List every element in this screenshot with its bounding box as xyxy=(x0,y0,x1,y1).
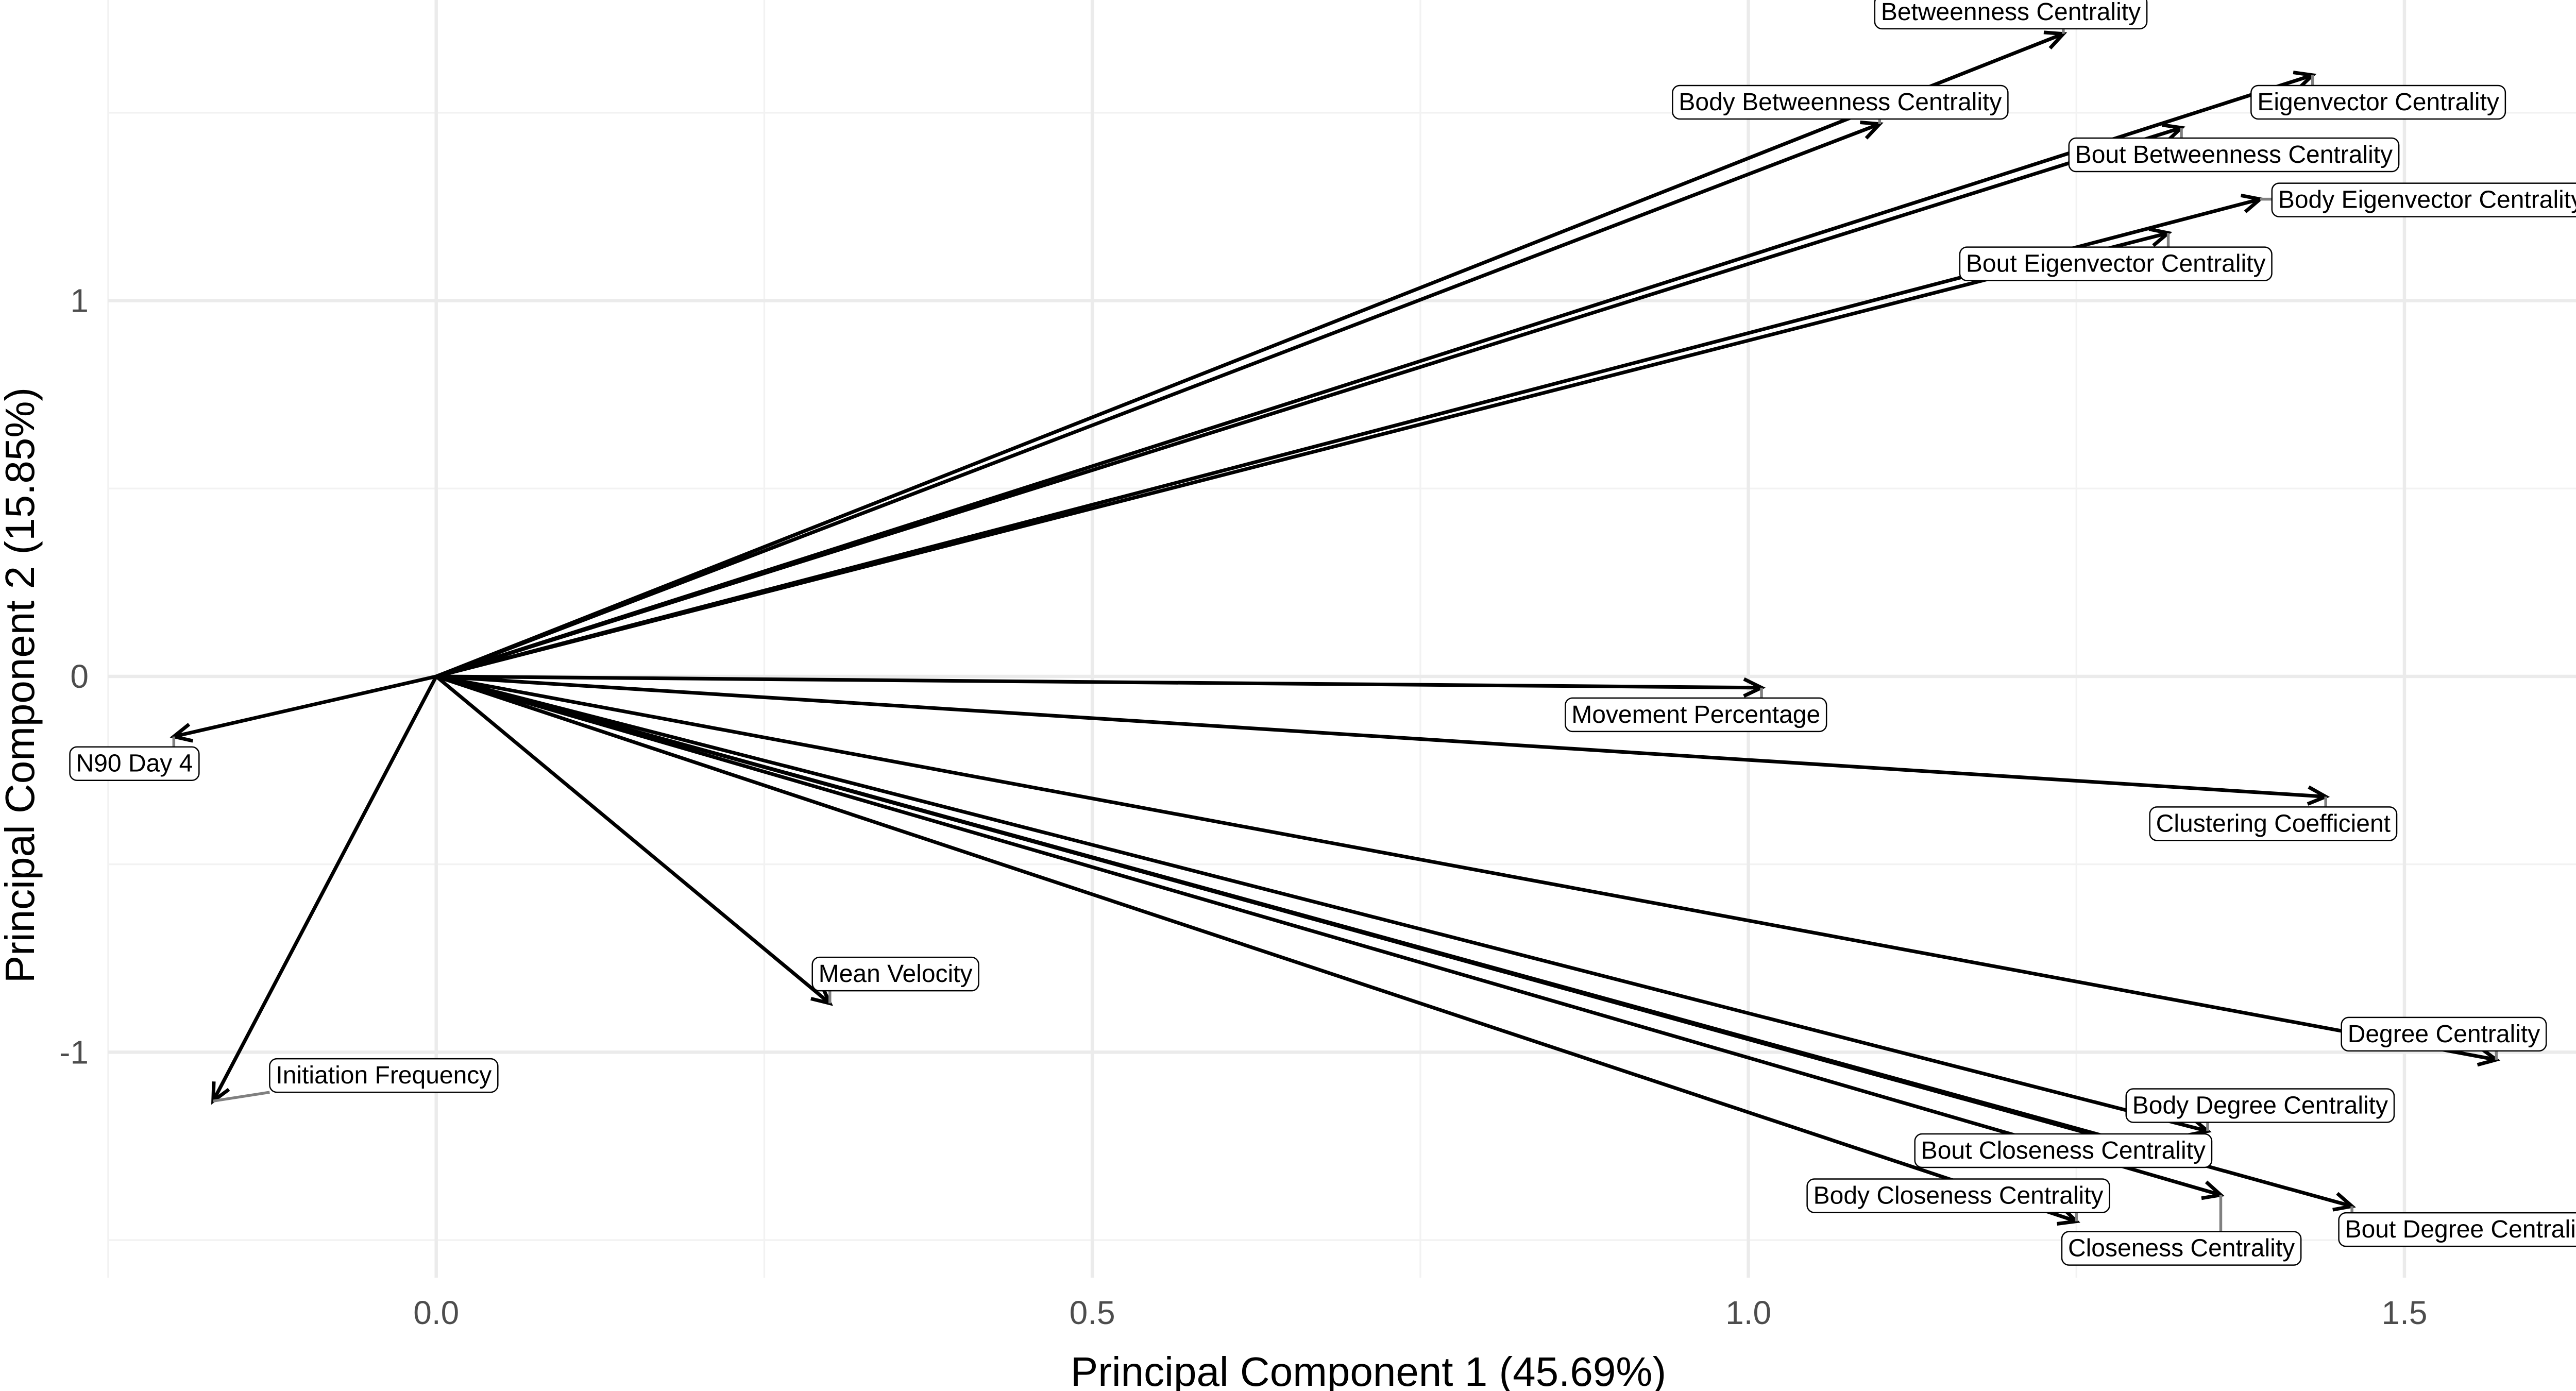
vector-bout-eigenvector-centrality xyxy=(435,231,2169,678)
label-box-n90-day-4 xyxy=(69,746,200,781)
label-text-mean-velocity: Mean Velocity xyxy=(819,960,973,988)
label-bout-betweenness-centrality: Bout Betweenness Centrality xyxy=(2068,128,2400,173)
label-clustering-coefficient: Clustering Coefficient xyxy=(2149,796,2398,841)
label-n90-day-4: N90 Day 4 xyxy=(69,736,200,781)
vector-body-betweenness-centrality xyxy=(435,122,1880,678)
label-box-body-eigenvector-centrality xyxy=(2271,182,2576,217)
x-tick-label: 0.0 xyxy=(413,1294,459,1331)
label-box-mean-velocity xyxy=(811,956,979,992)
label-bout-closeness-centrality: Bout Closeness Centrality xyxy=(1914,1133,2213,1168)
label-text-n90-day-4: N90 Day 4 xyxy=(76,750,193,777)
label-body-degree-centrality: Body Degree Centrality xyxy=(2125,1088,2395,1131)
label-box-betweenness-centrality xyxy=(1874,0,2148,30)
vector-clustering-coefficient xyxy=(436,674,2326,799)
vector-mean-velocity xyxy=(435,675,832,1005)
loading-vectors xyxy=(170,30,2501,1226)
label-text-body-betweenness-centrality: Body Betweenness Centrality xyxy=(1679,89,2002,116)
x-axis-title: Principal Component 1 (45.69%) xyxy=(1071,1349,1666,1391)
label-initiation-frequency: Initiation Frequency xyxy=(213,1058,499,1102)
label-bout-degree-centrality: Bout Degree Centrality xyxy=(2338,1206,2576,1247)
y-tick-label: 0 xyxy=(70,658,89,695)
vector-n90-day-4 xyxy=(173,674,437,739)
label-degree-centrality: Degree Centrality xyxy=(2341,1016,2547,1060)
label-box-body-closeness-centrality xyxy=(1806,1178,2110,1213)
x-tick-labels: 0.0 0.5 1.0 1.5 xyxy=(413,1294,2427,1331)
label-box-body-degree-centrality xyxy=(2125,1088,2395,1123)
label-text-movement-percentage: Movement Percentage xyxy=(1571,701,1820,728)
label-text-degree-centrality: Degree Centrality xyxy=(2348,1021,2540,1048)
x-tick-label: 1.5 xyxy=(2382,1294,2428,1331)
label-eigenvector-centrality: Eigenvector Centrality xyxy=(2250,75,2506,120)
label-box-bout-eigenvector-centrality xyxy=(1959,246,2273,281)
label-text-closeness-centrality: Closeness Centrality xyxy=(2068,1235,2295,1262)
label-text-initiation-frequency: Initiation Frequency xyxy=(276,1062,492,1089)
vector-bout-betweenness-centrality xyxy=(435,126,2182,678)
y-axis-title: Principal Component 2 (15.85%) xyxy=(0,387,43,983)
label-bout-eigenvector-centrality: Bout Eigenvector Centrality xyxy=(1959,233,2273,281)
label-text-body-closeness-centrality: Body Closeness Centrality xyxy=(1814,1182,2104,1210)
label-body-eigenvector-centrality: Body Eigenvector Centrality xyxy=(2260,182,2576,217)
x-tick-label: 1.0 xyxy=(1725,1294,1771,1331)
label-text-clustering-coefficient: Clustering Coefficient xyxy=(2156,810,2391,837)
label-text-bout-degree-centrality: Bout Degree Centrality xyxy=(2345,1216,2576,1243)
vector-labels: Betweenness Centrality Body Betweenness C… xyxy=(69,0,2576,1266)
y-tick-label: -1 xyxy=(59,1033,89,1071)
label-box-bout-closeness-centrality xyxy=(1914,1133,2213,1168)
label-text-betweenness-centrality: Betweenness Centrality xyxy=(1881,0,2141,26)
label-box-bout-degree-centrality xyxy=(2338,1212,2576,1247)
label-closeness-centrality: Closeness Centrality xyxy=(2061,1195,2302,1266)
label-box-closeness-centrality xyxy=(2061,1231,2302,1266)
label-mean-velocity: Mean Velocity xyxy=(811,956,979,1004)
label-box-eigenvector-centrality xyxy=(2250,84,2506,120)
vector-bout-degree-centrality xyxy=(435,674,2353,1208)
label-box-initiation-frequency xyxy=(269,1058,499,1093)
label-body-betweenness-centrality: Body Betweenness Centrality xyxy=(1672,84,2009,124)
label-text-eigenvector-centrality: Eigenvector Centrality xyxy=(2257,89,2499,116)
label-text-bout-eigenvector-centrality: Bout Eigenvector Centrality xyxy=(1966,250,2266,278)
vector-eigenvector-centrality xyxy=(435,73,2313,678)
label-text-body-degree-centrality: Body Degree Centrality xyxy=(2132,1092,2388,1119)
vector-betweenness-centrality xyxy=(435,32,2064,678)
label-body-closeness-centrality: Body Closeness Centrality xyxy=(1806,1178,2110,1222)
label-box-clustering-coefficient xyxy=(2149,806,2398,841)
label-betweenness-centrality: Betweenness Centrality xyxy=(1874,0,2148,34)
vector-initiation-frequency xyxy=(211,675,438,1102)
vector-movement-percentage xyxy=(436,674,1762,690)
x-tick-label: 0.5 xyxy=(1070,1294,1115,1331)
label-box-bout-betweenness-centrality xyxy=(2068,137,2400,173)
y-tick-labels: 1 0 -1 xyxy=(59,282,89,1071)
label-movement-percentage: Movement Percentage xyxy=(1565,687,1827,733)
vector-degree-centrality xyxy=(436,674,2497,1062)
label-text-bout-closeness-centrality: Bout Closeness Centrality xyxy=(1921,1137,2206,1164)
vector-body-degree-centrality xyxy=(435,674,2208,1133)
label-box-degree-centrality xyxy=(2341,1016,2547,1052)
label-text-body-eigenvector-centrality: Body Eigenvector Centrality xyxy=(2278,186,2576,214)
label-box-movement-percentage xyxy=(1565,697,1827,733)
label-text-bout-betweenness-centrality: Bout Betweenness Centrality xyxy=(2075,141,2393,168)
vector-body-closeness-centrality xyxy=(435,674,2077,1223)
vector-closeness-centrality xyxy=(435,674,2222,1197)
label-box-body-betweenness-centrality xyxy=(1672,84,2009,120)
y-tick-label: 1 xyxy=(70,282,89,319)
leader-initiation-frequency xyxy=(213,1091,270,1102)
